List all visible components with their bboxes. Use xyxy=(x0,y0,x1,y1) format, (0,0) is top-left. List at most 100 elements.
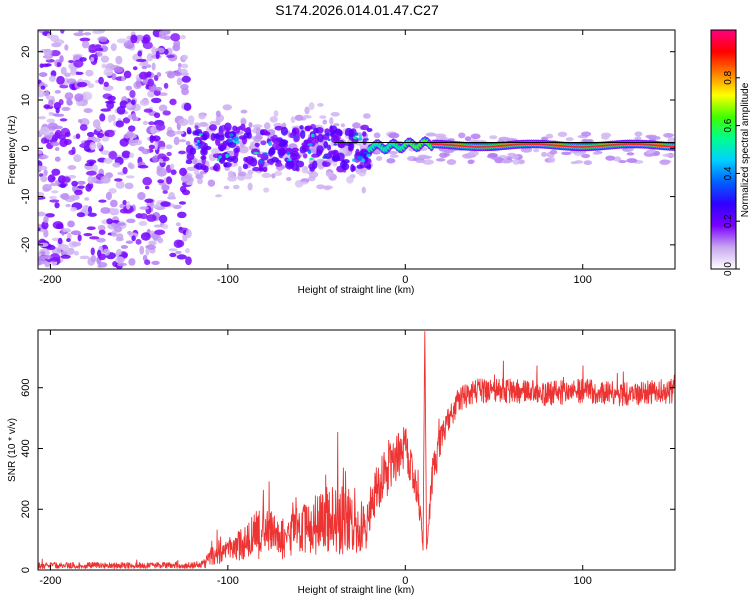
spectrogram-blob xyxy=(487,152,499,158)
figure-title: S174.2026.014.01.47.C27 xyxy=(275,2,439,18)
spectrogram-blob xyxy=(173,239,183,249)
spectrogram-blob xyxy=(47,122,58,130)
spectrogram-blob xyxy=(115,256,125,264)
spectrogram-blob xyxy=(144,198,154,203)
spectrogram-blob xyxy=(240,118,247,126)
spectrogram-blob xyxy=(232,155,239,164)
spectrogram-blob xyxy=(146,214,157,222)
spectrogram-blob xyxy=(447,138,455,142)
spectrogram-blob xyxy=(38,242,49,247)
spectrogram-blob xyxy=(317,103,324,107)
spectrogram-blob xyxy=(264,122,271,130)
spectrogram-blob xyxy=(304,125,313,131)
spectrogram-blob xyxy=(45,213,55,218)
spectrogram-blob xyxy=(60,193,70,200)
spectrogram-blob xyxy=(161,184,170,191)
spectrogram-blob xyxy=(356,164,364,169)
colorbar-tick-label: 0.0 xyxy=(723,262,734,276)
spectrogram-blob xyxy=(162,110,171,116)
spectrogram-blob xyxy=(116,105,126,115)
spectrogram-blob xyxy=(238,145,249,154)
spectrogram-blob xyxy=(113,208,120,216)
spectrogram-blob xyxy=(132,66,138,71)
spectrogram-blob xyxy=(151,62,156,71)
spectrogram-blob xyxy=(103,158,113,164)
spectrogram-blob xyxy=(158,92,168,97)
spectrogram-blob xyxy=(224,130,231,139)
spectrogram-blob xyxy=(498,136,510,141)
spectrogram-blob xyxy=(177,62,182,68)
spectrogram-blob xyxy=(211,148,220,155)
spectrogram-blob xyxy=(303,166,309,171)
spectrogram-blob xyxy=(151,260,160,266)
spectrogram-blob xyxy=(173,131,185,135)
spectrogram-blob xyxy=(225,153,229,159)
spectrogram-blob xyxy=(361,158,366,163)
spectrogram-blob xyxy=(136,58,147,63)
spectrogram-blob xyxy=(197,178,203,185)
spectrogram-blob xyxy=(148,121,155,126)
spectrogram-blob xyxy=(50,49,61,57)
spectrogram-x-ticks: -200 -100 0 100 xyxy=(39,30,592,286)
colorbar-label: Normalized spectral amplitude xyxy=(740,82,750,217)
spectrogram-blob xyxy=(258,167,264,172)
spectrogram-blob xyxy=(96,51,103,57)
spectrogram-blob xyxy=(179,139,187,143)
spectrogram-blob xyxy=(548,156,556,163)
spectrogram-blob xyxy=(215,194,222,198)
spectrogram-blob xyxy=(90,254,97,263)
spectrogram-blob xyxy=(50,141,60,147)
spectrogram-blob xyxy=(357,137,363,141)
spectrogram-blob xyxy=(173,136,180,146)
spectrogram-blob xyxy=(344,130,350,137)
spectrogram-blob xyxy=(79,124,88,131)
spectrogram-blob xyxy=(74,189,83,196)
snr-y-tick-label: 600 xyxy=(20,379,32,397)
spectrogram-blob xyxy=(46,33,54,39)
spectrogram-blob xyxy=(141,148,150,155)
spectrogram-blob xyxy=(366,164,372,170)
spectrogram-blob xyxy=(350,164,355,173)
spectrogram-blob xyxy=(121,76,126,82)
spectrogram-blob xyxy=(322,156,327,159)
spectrogram-x-tick-label: 0 xyxy=(402,274,408,286)
spectrogram-blob xyxy=(131,235,136,242)
spectrogram-blob xyxy=(294,114,304,121)
spectrogram-blob xyxy=(512,159,520,165)
spectrogram-blob xyxy=(96,142,102,149)
spectrogram-blob xyxy=(83,233,93,237)
spectrogram-blob xyxy=(286,151,290,156)
spectrogram-blob xyxy=(126,201,131,210)
spectrogram-blob xyxy=(98,253,107,261)
spectrogram-blob xyxy=(86,226,96,230)
spectrogram-blob xyxy=(618,159,627,164)
spectrogram-blob xyxy=(189,147,197,155)
spectrogram-blob xyxy=(227,170,234,178)
spectrogram-blob xyxy=(185,256,192,266)
spectrogram-blob xyxy=(153,141,158,151)
spectrogram-blob xyxy=(284,157,290,163)
spectrogram-blob xyxy=(148,240,157,246)
spectrogram-blob xyxy=(352,158,356,162)
spectrogram-blob xyxy=(111,230,118,238)
spectrogram-blob xyxy=(100,207,111,214)
spectrogram-blob xyxy=(65,203,71,208)
spectrogram-blob xyxy=(106,218,113,225)
spectrogram-blob xyxy=(308,102,315,111)
spectrogram-blob xyxy=(123,70,132,79)
spectrogram-blob xyxy=(634,136,642,141)
spectrogram-blob xyxy=(491,156,503,161)
spectrogram-blob xyxy=(363,113,371,119)
spectrogram-blob xyxy=(155,50,160,60)
spectrogram-blob xyxy=(41,154,49,159)
spectrogram-blob xyxy=(233,136,240,142)
spectrogram-blob xyxy=(49,253,61,262)
spectrogram-blob xyxy=(198,113,206,120)
spectrogram-blob xyxy=(63,176,71,183)
spectrogram-blob xyxy=(59,118,68,122)
spectrogram-blob xyxy=(38,257,47,265)
spectrogram-blob xyxy=(64,72,71,77)
spectrogram-blob xyxy=(90,247,95,256)
spectrogram-blob xyxy=(86,170,97,176)
spectrogram-blob xyxy=(274,170,283,177)
